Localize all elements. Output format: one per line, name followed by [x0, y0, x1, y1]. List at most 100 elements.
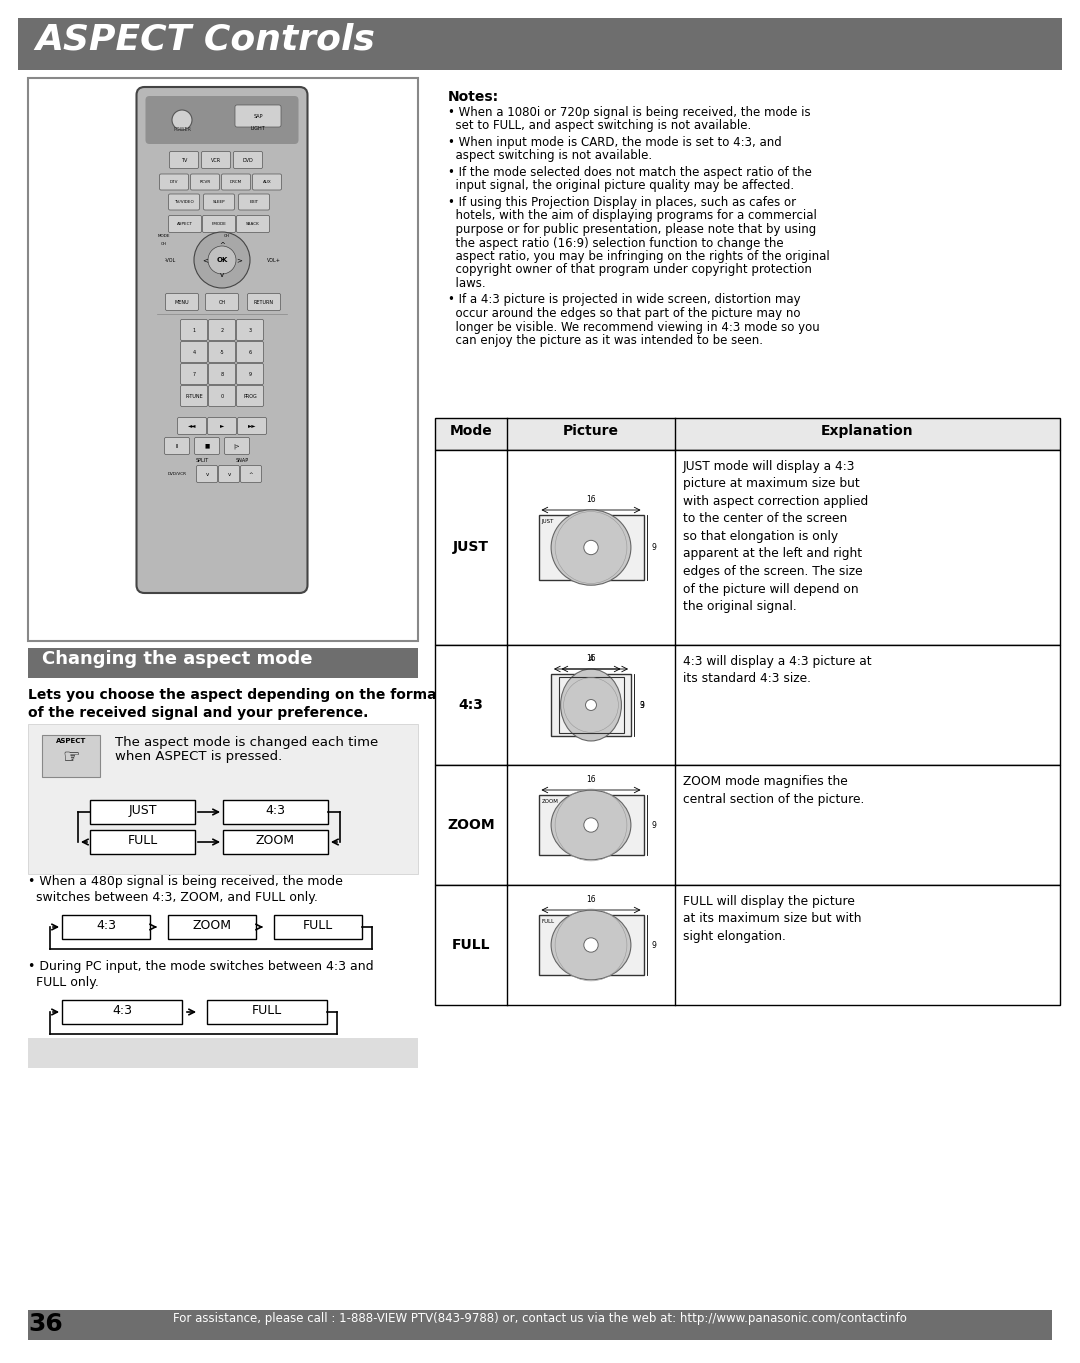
- Text: v: v: [220, 273, 224, 278]
- Text: 4:3: 4:3: [96, 919, 116, 932]
- Bar: [168, 915, 256, 939]
- FancyBboxPatch shape: [164, 438, 189, 454]
- Bar: [207, 1000, 327, 1024]
- FancyBboxPatch shape: [170, 151, 199, 169]
- Text: FULL: FULL: [252, 1005, 282, 1017]
- Text: JUST: JUST: [129, 804, 157, 816]
- Text: 9: 9: [639, 701, 644, 710]
- Text: FULL only.: FULL only.: [28, 976, 99, 990]
- Text: CH: CH: [218, 300, 226, 304]
- FancyBboxPatch shape: [237, 342, 264, 363]
- Text: 4: 4: [589, 654, 593, 662]
- Text: 16: 16: [586, 495, 596, 504]
- FancyBboxPatch shape: [239, 194, 270, 210]
- Text: ■: ■: [204, 443, 210, 448]
- FancyBboxPatch shape: [208, 386, 235, 406]
- Text: FULL will display the picture
at its maximum size but with
sight elongation.: FULL will display the picture at its max…: [683, 895, 862, 943]
- Text: 9: 9: [651, 542, 657, 552]
- FancyBboxPatch shape: [247, 293, 281, 311]
- Text: can enjoy the picture as it was intended to be seen.: can enjoy the picture as it was intended…: [448, 334, 762, 348]
- Text: Explanation: Explanation: [821, 424, 914, 438]
- Text: Picture: Picture: [563, 424, 619, 438]
- FancyBboxPatch shape: [208, 319, 235, 341]
- Bar: [435, 765, 1059, 885]
- Text: -VOL: -VOL: [164, 258, 176, 263]
- Text: FULL: FULL: [302, 919, 333, 932]
- Circle shape: [172, 110, 192, 129]
- Text: • If the mode selected does not match the aspect ratio of the: • If the mode selected does not match th…: [448, 166, 812, 179]
- Text: 1: 1: [192, 327, 195, 333]
- Text: CH: CH: [224, 234, 230, 239]
- FancyBboxPatch shape: [202, 151, 230, 169]
- Bar: [539, 795, 644, 855]
- Text: FULL: FULL: [127, 834, 158, 846]
- FancyBboxPatch shape: [197, 466, 217, 483]
- Text: occur around the edges so that part of the picture may no: occur around the edges so that part of t…: [448, 307, 800, 320]
- FancyBboxPatch shape: [207, 417, 237, 435]
- Text: 6: 6: [248, 349, 252, 354]
- Bar: [435, 450, 1059, 645]
- FancyBboxPatch shape: [203, 194, 234, 210]
- Ellipse shape: [551, 791, 631, 860]
- FancyBboxPatch shape: [237, 364, 264, 384]
- Text: FMODE: FMODE: [212, 222, 227, 226]
- Text: 4:3: 4:3: [459, 698, 484, 711]
- Text: For assistance, please call : 1-888-VIEW PTV(843-9788) or, contact us via the we: For assistance, please call : 1-888-VIEW…: [173, 1313, 907, 1325]
- Text: CH: CH: [161, 243, 167, 245]
- Text: |>: |>: [233, 443, 241, 448]
- FancyBboxPatch shape: [235, 105, 281, 127]
- FancyBboxPatch shape: [146, 95, 298, 144]
- Text: 16: 16: [586, 654, 596, 662]
- Ellipse shape: [551, 510, 631, 585]
- Text: of the received signal and your preference.: of the received signal and your preferen…: [28, 706, 368, 720]
- Bar: [435, 885, 1059, 1005]
- Circle shape: [584, 818, 598, 833]
- Text: longer be visible. We recommend viewing in 4:3 mode so you: longer be visible. We recommend viewing …: [448, 320, 820, 334]
- Text: aspect switching is not available.: aspect switching is not available.: [448, 150, 652, 162]
- Text: switches between 4:3, ZOOM, and FULL only.: switches between 4:3, ZOOM, and FULL onl…: [28, 891, 318, 904]
- Bar: [435, 418, 1059, 450]
- FancyBboxPatch shape: [203, 215, 235, 233]
- FancyBboxPatch shape: [253, 174, 282, 189]
- Bar: [222, 800, 328, 825]
- Text: Changing the aspect mode: Changing the aspect mode: [42, 650, 312, 668]
- Bar: [435, 645, 1059, 765]
- Bar: [28, 647, 418, 677]
- FancyBboxPatch shape: [160, 174, 189, 189]
- Ellipse shape: [551, 910, 631, 980]
- Text: 36: 36: [28, 1313, 63, 1336]
- FancyBboxPatch shape: [241, 466, 261, 483]
- Text: ·5: ·5: [219, 349, 225, 354]
- Text: AUX: AUX: [262, 180, 271, 184]
- Bar: [28, 724, 418, 874]
- Text: TV: TV: [180, 158, 187, 162]
- Text: • If a 4:3 picture is projected in wide screen, distortion may: • If a 4:3 picture is projected in wide …: [448, 293, 800, 307]
- FancyBboxPatch shape: [208, 342, 235, 363]
- Text: RCVR: RCVR: [200, 180, 211, 184]
- Bar: [28, 1310, 1052, 1340]
- Bar: [539, 915, 644, 975]
- Text: II: II: [175, 443, 178, 448]
- Text: EXIT: EXIT: [249, 200, 258, 204]
- Text: ►►: ►►: [247, 424, 256, 428]
- FancyBboxPatch shape: [180, 319, 207, 341]
- Text: laws.: laws.: [448, 277, 486, 290]
- Text: R-TUNE: R-TUNE: [185, 394, 203, 398]
- Bar: [90, 800, 195, 825]
- Circle shape: [585, 699, 596, 710]
- Text: The aspect mode is changed each time: The aspect mode is changed each time: [114, 736, 378, 750]
- Text: JUST: JUST: [541, 519, 554, 523]
- Bar: [62, 1000, 183, 1024]
- Text: 16: 16: [586, 776, 596, 784]
- Bar: [28, 1039, 418, 1069]
- Text: PROG: PROG: [243, 394, 257, 398]
- Text: when ASPECT is pressed.: when ASPECT is pressed.: [114, 750, 282, 763]
- Text: DTV: DTV: [170, 180, 178, 184]
- Text: 16: 16: [586, 895, 596, 904]
- Text: 2: 2: [220, 327, 224, 333]
- Text: 9: 9: [651, 940, 657, 950]
- Text: JUST: JUST: [453, 541, 489, 555]
- Text: ☞: ☞: [63, 748, 80, 767]
- Bar: [539, 515, 644, 581]
- Text: • If using this Projection Display in places, such as cafes or: • If using this Projection Display in pl…: [448, 196, 796, 209]
